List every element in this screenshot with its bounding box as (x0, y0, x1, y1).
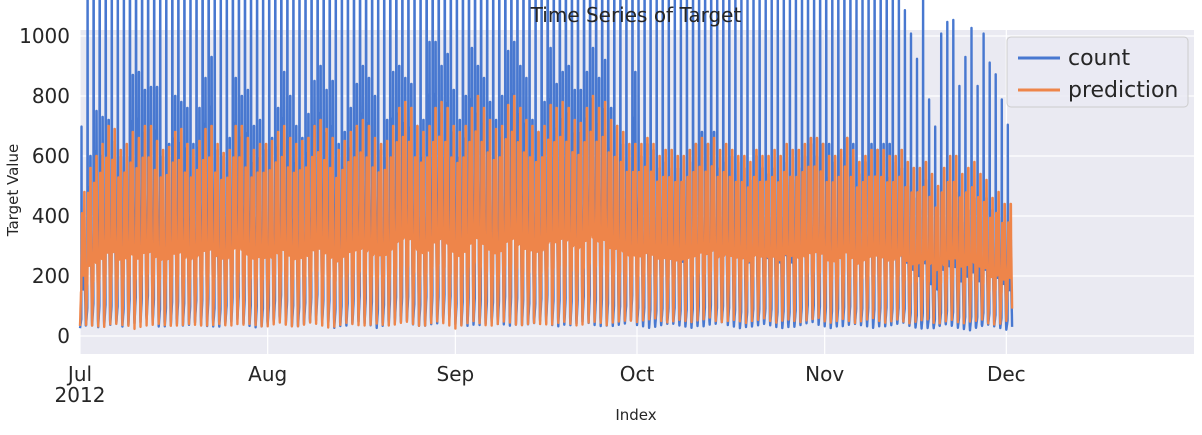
y-axis-label: Target Value (4, 144, 22, 237)
series-lines (78, 0, 1014, 332)
y-tick-label: 1000 (19, 24, 70, 48)
y-tick-label: 600 (32, 144, 70, 168)
x-tick-label: Aug (248, 362, 287, 386)
series-line-prediction (78, 94, 1014, 331)
y-axis-ticks: 0 200 400 600 800 1000 (19, 24, 70, 348)
legend-label-count: count (1068, 46, 1130, 71)
x-tick-label: Oct (620, 362, 655, 386)
x-tick-label: Sep (437, 362, 475, 386)
legend-label-prediction: prediction (1068, 78, 1178, 103)
x-axis-year-label: 2012 (55, 383, 106, 407)
x-tick-label: Dec (987, 362, 1026, 386)
y-tick-label: 0 (57, 324, 70, 348)
x-axis-ticks: Jul Aug Sep Oct Nov Dec (66, 362, 1026, 386)
x-tick-label: Jul (66, 362, 92, 386)
y-tick-label: 200 (32, 264, 70, 288)
chart-title: Time Series of Target (530, 3, 742, 27)
y-tick-label: 800 (32, 84, 70, 108)
y-tick-label: 400 (32, 204, 70, 228)
legend: count prediction (1006, 36, 1189, 108)
x-tick-label: Nov (805, 362, 844, 386)
x-axis-label: Index (615, 406, 656, 424)
